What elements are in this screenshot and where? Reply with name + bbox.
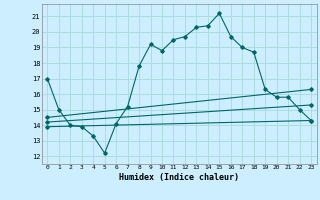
X-axis label: Humidex (Indice chaleur): Humidex (Indice chaleur) (119, 173, 239, 182)
